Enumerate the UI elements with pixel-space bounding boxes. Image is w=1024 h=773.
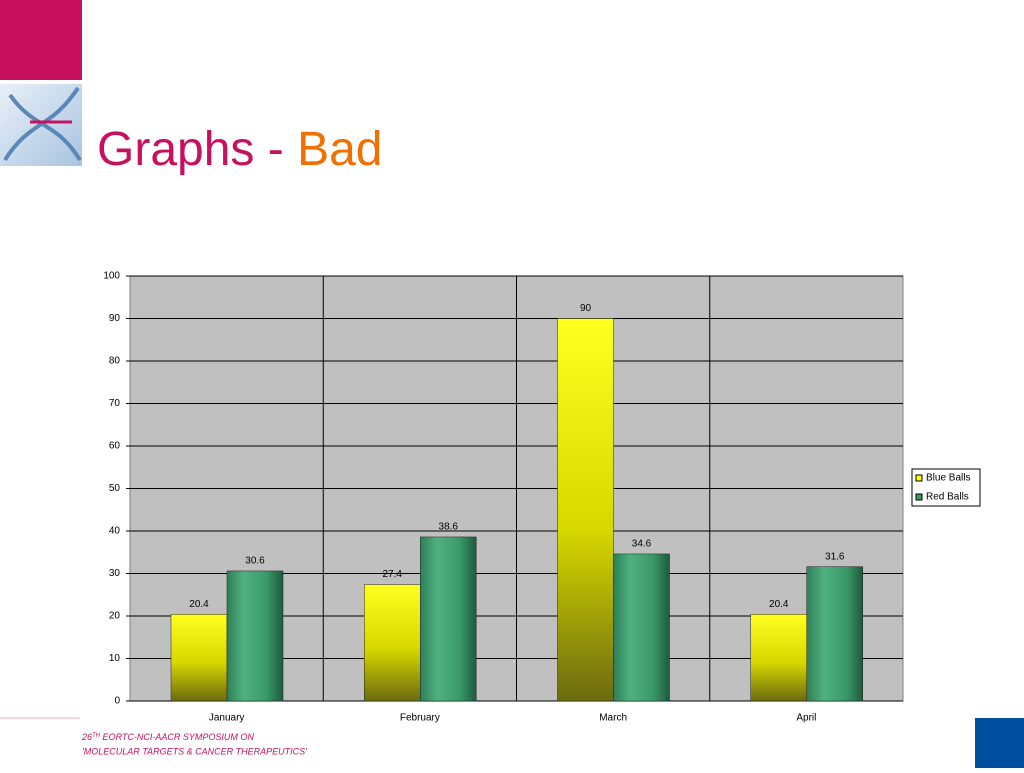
bar: [226, 570, 284, 702]
bar: [806, 566, 863, 702]
accent-block: [0, 0, 82, 80]
footer-superscript: TH: [92, 733, 101, 739]
x-tick-label: March: [599, 713, 627, 724]
value-label: 30.6: [245, 556, 265, 567]
y-tick-label: 40: [109, 526, 121, 537]
slide-title: Graphs - Bad: [97, 123, 382, 176]
legend-label: Red Balls: [926, 492, 969, 503]
y-tick-label: 80: [109, 356, 121, 367]
title-accent: Bad: [297, 123, 382, 176]
value-label: 38.6: [439, 522, 459, 533]
x-tick-label: February: [400, 713, 440, 724]
y-tick-label: 10: [109, 653, 121, 664]
y-tick-label: 0: [114, 696, 120, 707]
value-label: 90: [580, 303, 592, 314]
legend-swatch: [915, 493, 923, 501]
x-tick-label: January: [209, 713, 245, 724]
bar: [170, 614, 228, 702]
legend-box: [911, 468, 981, 507]
dna-helix: [3, 86, 82, 162]
value-label: 20.4: [189, 599, 209, 610]
footer-line1: 26TH EORTC-NCI-AACR SYMPOSIUM ON: [81, 732, 254, 742]
y-tick-label: 50: [109, 483, 121, 494]
y-tick-label: 60: [109, 441, 121, 452]
y-tick-label: 30: [109, 568, 121, 579]
footer-number: 26: [81, 732, 92, 742]
bar: [364, 584, 421, 702]
y-tick-label: 70: [109, 398, 121, 409]
value-label: 27.4: [383, 569, 403, 580]
bar: [613, 553, 670, 702]
x-tick-label: April: [796, 713, 816, 724]
value-label: 31.6: [825, 551, 845, 562]
y-tick-label: 20: [109, 611, 121, 622]
legend-label: Blue Balls: [926, 473, 970, 484]
bar: [557, 318, 614, 702]
title-main: Graphs -: [97, 123, 297, 176]
y-tick-label: 100: [103, 271, 120, 282]
corner-block: [975, 718, 1024, 768]
value-label: 20.4: [769, 599, 789, 610]
bar: [420, 536, 477, 702]
legend-swatch: [915, 474, 923, 482]
y-tick-label: 90: [109, 313, 121, 324]
footer-line2: 'MOLECULAR TARGETS & CANCER THERAPEUTICS…: [82, 746, 307, 756]
value-label: 34.6: [632, 539, 652, 550]
bar: [750, 614, 807, 702]
footer-text: EORTC-NCI-AACR SYMPOSIUM ON: [100, 732, 254, 742]
